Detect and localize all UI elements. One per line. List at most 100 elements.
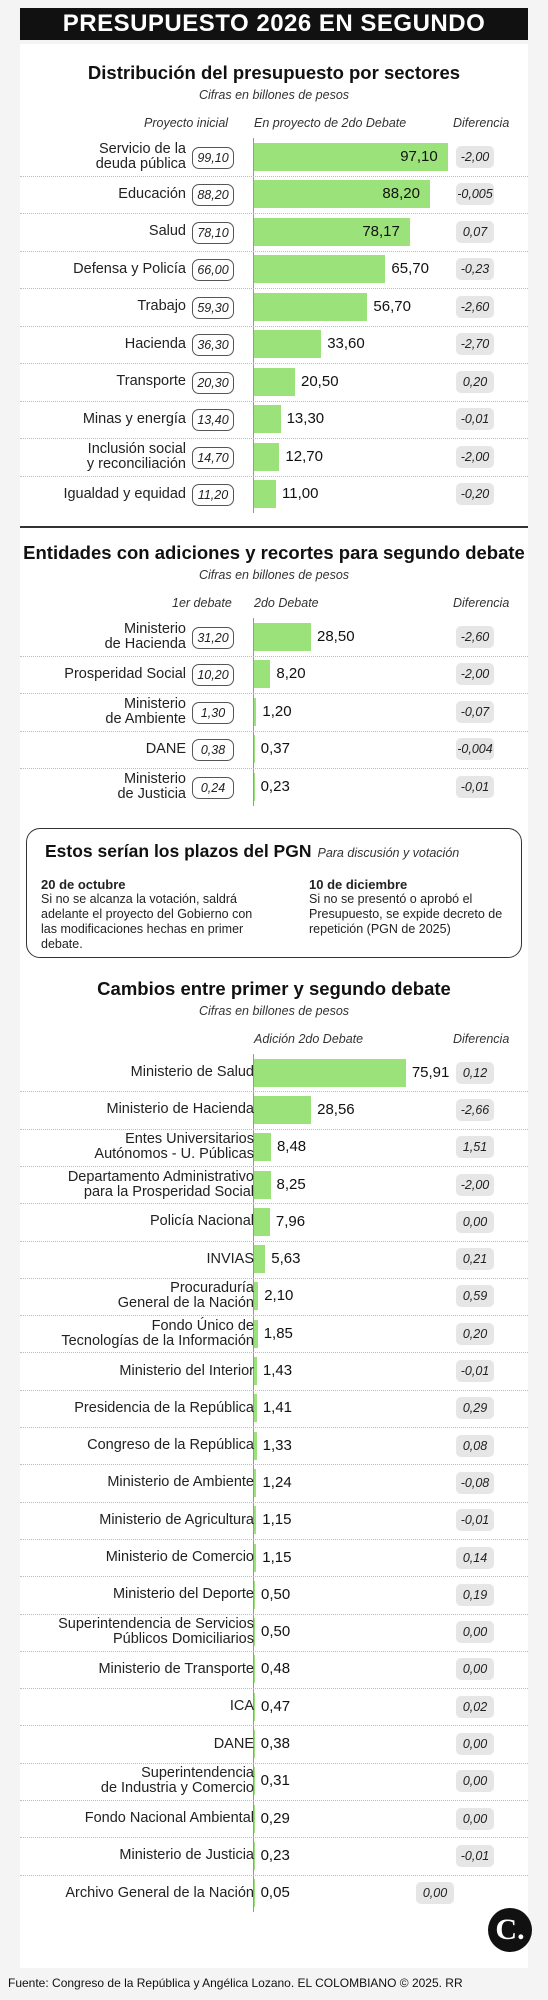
difference-badge: -0,004 <box>456 738 494 761</box>
row-label: Ministerio de Justicia <box>117 770 186 802</box>
row-separator <box>20 475 528 477</box>
bar-value-label: 12,70 <box>285 447 323 465</box>
value-bar <box>254 292 368 321</box>
col-diff-header: Diferencia <box>453 116 510 130</box>
col-value-header: En proyecto de 2do Debate <box>254 116 407 130</box>
value-bar <box>254 772 255 801</box>
entities-chart-subtitle: Cifras en billones de pesos <box>198 568 350 582</box>
col-diff-header: Diferencia <box>453 1032 510 1046</box>
row-separator <box>20 1427 528 1428</box>
value-bar <box>254 1245 266 1274</box>
initial-value-pill: 88,20 <box>192 184 234 207</box>
bar-value-label: 0,05 <box>260 1884 290 1902</box>
row-label: Trabajo <box>137 298 186 315</box>
row-separator <box>20 730 528 732</box>
row-label: Ministerio del Interior <box>119 1362 254 1379</box>
infographic-card: Distribución del presupuesto por sectore… <box>20 44 528 1968</box>
bar-value-label: 33,60 <box>327 335 365 353</box>
bar-value-label: 1,24 <box>262 1473 292 1491</box>
difference-badge: 0,59 <box>456 1285 494 1308</box>
timeline-item: 20 de octubre Si no se alcanza la votaci… <box>41 877 271 952</box>
value-bar <box>254 1841 255 1870</box>
value-bar <box>254 1618 255 1647</box>
sectors-chart-subtitle: Cifras en billones de pesos <box>198 88 350 102</box>
difference-badge: -2,00 <box>456 445 494 468</box>
row-label: Policía Nacional <box>150 1213 254 1230</box>
chart-axis <box>253 1054 254 1912</box>
section-divider <box>20 526 528 528</box>
difference-badge: -2,60 <box>456 295 494 318</box>
row-separator <box>20 1576 528 1578</box>
value-bar <box>254 367 295 396</box>
difference-badge: 0,00 <box>456 1621 494 1644</box>
col-diff-header: Diferencia <box>453 596 510 610</box>
col-initial-header: 1er debate <box>172 596 232 610</box>
row-label: Igualdad y equidad <box>63 485 186 502</box>
col-initial-header: Proyecto inicial <box>144 116 229 130</box>
difference-badge: 0,07 <box>456 220 494 243</box>
row-label: Hacienda <box>124 335 186 352</box>
difference-badge: -0,005 <box>456 183 494 206</box>
difference-badge: 0,14 <box>456 1546 494 1569</box>
difference-badge: 0,00 <box>456 1807 494 1830</box>
row-separator <box>20 1240 528 1242</box>
initial-value-pill: 10,20 <box>192 664 234 687</box>
row-label: ICA <box>229 1698 254 1715</box>
row-separator <box>20 1165 528 1167</box>
row-separator <box>20 1538 528 1540</box>
value-bar <box>254 1655 255 1684</box>
row-label: Ministerio de Transporte <box>98 1660 254 1677</box>
bar-value-label: 56,70 <box>373 297 411 315</box>
row-separator <box>20 1277 528 1279</box>
timeline-text: Si no se alcanza la votación, saldrá ade… <box>41 892 253 951</box>
row-label: Ministerio de Agricultura <box>99 1511 254 1528</box>
row-separator <box>20 1464 528 1466</box>
initial-value-pill: 0,24 <box>192 776 234 799</box>
row-label: Ministerio de Ambiente <box>105 695 186 727</box>
row-separator <box>20 1613 528 1615</box>
row-separator <box>20 1091 528 1093</box>
bar-value-label: 1,20 <box>262 702 292 720</box>
difference-badge: -0,23 <box>456 258 494 281</box>
bar-value-label: 0,37 <box>260 740 290 758</box>
value-bar <box>254 1058 406 1087</box>
bar-value-label: 0,29 <box>260 1809 290 1827</box>
value-bar <box>254 180 431 209</box>
bar-value-label: 28,50 <box>317 627 355 645</box>
bar-value-label: 1,41 <box>262 1399 293 1417</box>
row-separator <box>20 768 528 769</box>
difference-badge: 0,00 <box>456 1770 494 1793</box>
initial-value-pill: 66,00 <box>192 259 234 282</box>
value-bar <box>254 1133 271 1162</box>
difference-badge: -0,20 <box>456 483 494 506</box>
row-label: Servicio de la deuda pública <box>95 140 186 172</box>
bar-value-label: 88,20 <box>382 185 420 203</box>
row-label: Ministerio de Justicia <box>119 1847 254 1864</box>
page-title: PRESUPUESTO 2026 EN SEGUNDO DEBATE <box>20 8 528 69</box>
bar-value-label: 1,85 <box>263 1324 293 1342</box>
value-bar <box>254 1095 312 1124</box>
row-separator <box>20 655 528 657</box>
difference-badge: -0,01 <box>456 408 494 431</box>
row-label: INVIAS <box>206 1250 254 1267</box>
difference-badge: 0,20 <box>456 370 494 393</box>
difference-badge: -2,66 <box>456 1098 494 1121</box>
value-bar <box>254 622 311 651</box>
value-bar <box>254 330 322 359</box>
timeline-title: Estos serían los plazos del PGN Para disc… <box>45 841 459 862</box>
bar-value-label: 28,56 <box>317 1100 355 1118</box>
value-bar <box>254 1394 257 1423</box>
difference-badge: -2,00 <box>456 1173 494 1196</box>
row-separator <box>20 1650 528 1652</box>
row-label: Ministerio de Comercio <box>105 1549 254 1566</box>
initial-value-pill: 36,30 <box>192 334 234 357</box>
bar-value-label: 0,38 <box>260 1735 290 1753</box>
difference-badge: 0,00 <box>456 1210 494 1233</box>
bar-value-label: 8,48 <box>276 1138 307 1156</box>
row-label: Departamento Administrativo para la Pros… <box>67 1168 254 1200</box>
bar-value-label: 8,25 <box>276 1175 306 1193</box>
timeline-subtitle: Para discusión y votación <box>317 846 460 860</box>
difference-badge: 0,29 <box>456 1397 494 1420</box>
difference-badge: -0,08 <box>456 1471 494 1494</box>
row-separator <box>20 400 528 402</box>
